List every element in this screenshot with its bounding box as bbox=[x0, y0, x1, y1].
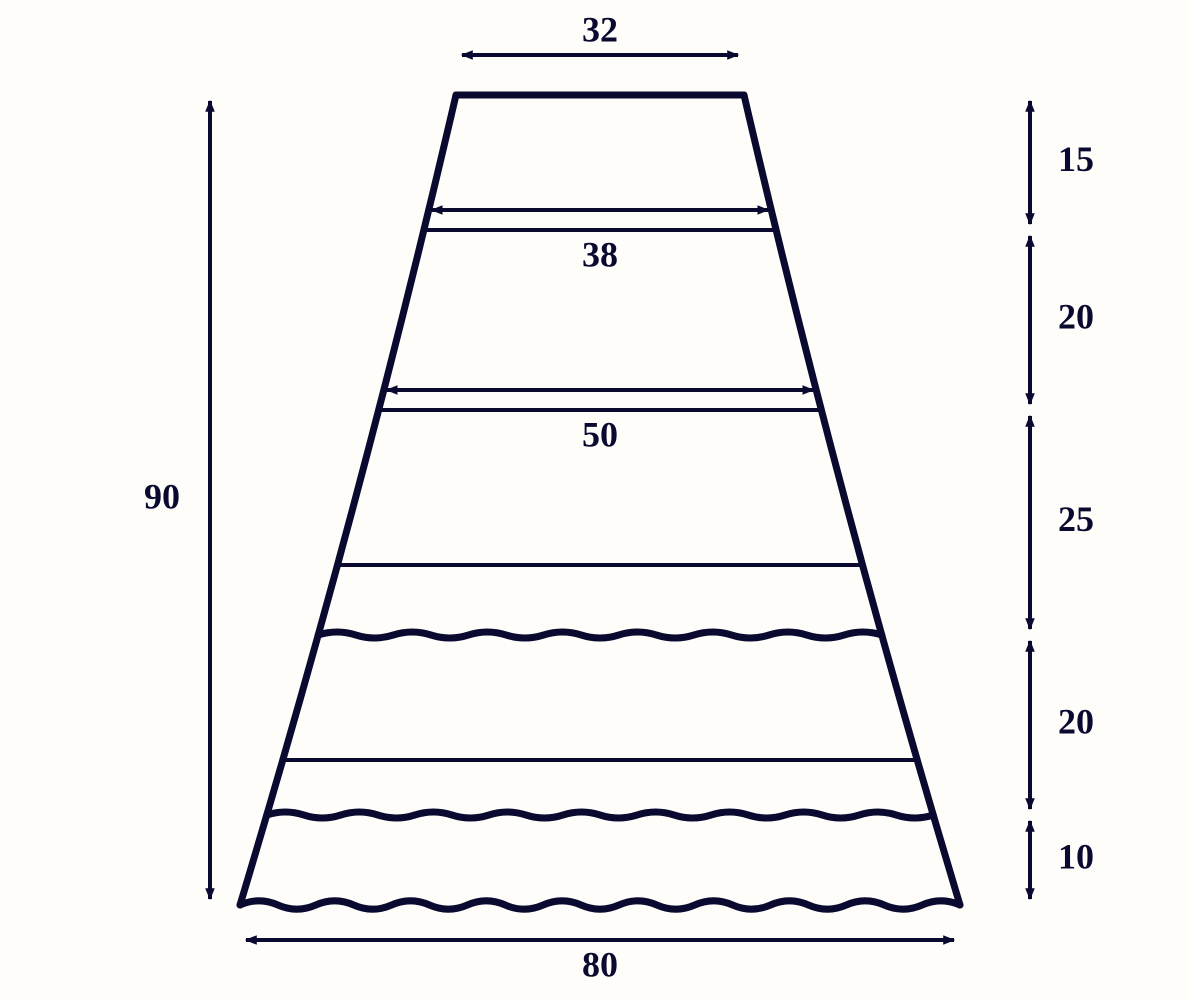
tier-4-ruffle-edge bbox=[267, 812, 933, 818]
tier-3-ruffle-edge bbox=[318, 632, 882, 638]
label-tier2-width: 38 bbox=[582, 234, 618, 274]
label-tier3-width: 50 bbox=[582, 414, 618, 454]
label-total-height: 90 bbox=[144, 476, 180, 516]
skirt-left-side bbox=[240, 95, 456, 905]
skirt-right-side bbox=[744, 95, 960, 905]
label-tier-height-5: 10 bbox=[1058, 836, 1094, 876]
skirt-pattern-diagram: 32 80 38 50 90 15 20 25 20 10 bbox=[0, 0, 1189, 1000]
label-tier-height-1: 15 bbox=[1058, 139, 1094, 179]
label-tier-height-2: 20 bbox=[1058, 296, 1094, 336]
label-top-width: 32 bbox=[582, 9, 618, 49]
label-bottom-width: 80 bbox=[582, 944, 618, 984]
skirt-bottom-hem bbox=[240, 901, 960, 909]
label-tier-height-4: 20 bbox=[1058, 701, 1094, 741]
label-tier-height-3: 25 bbox=[1058, 499, 1094, 539]
